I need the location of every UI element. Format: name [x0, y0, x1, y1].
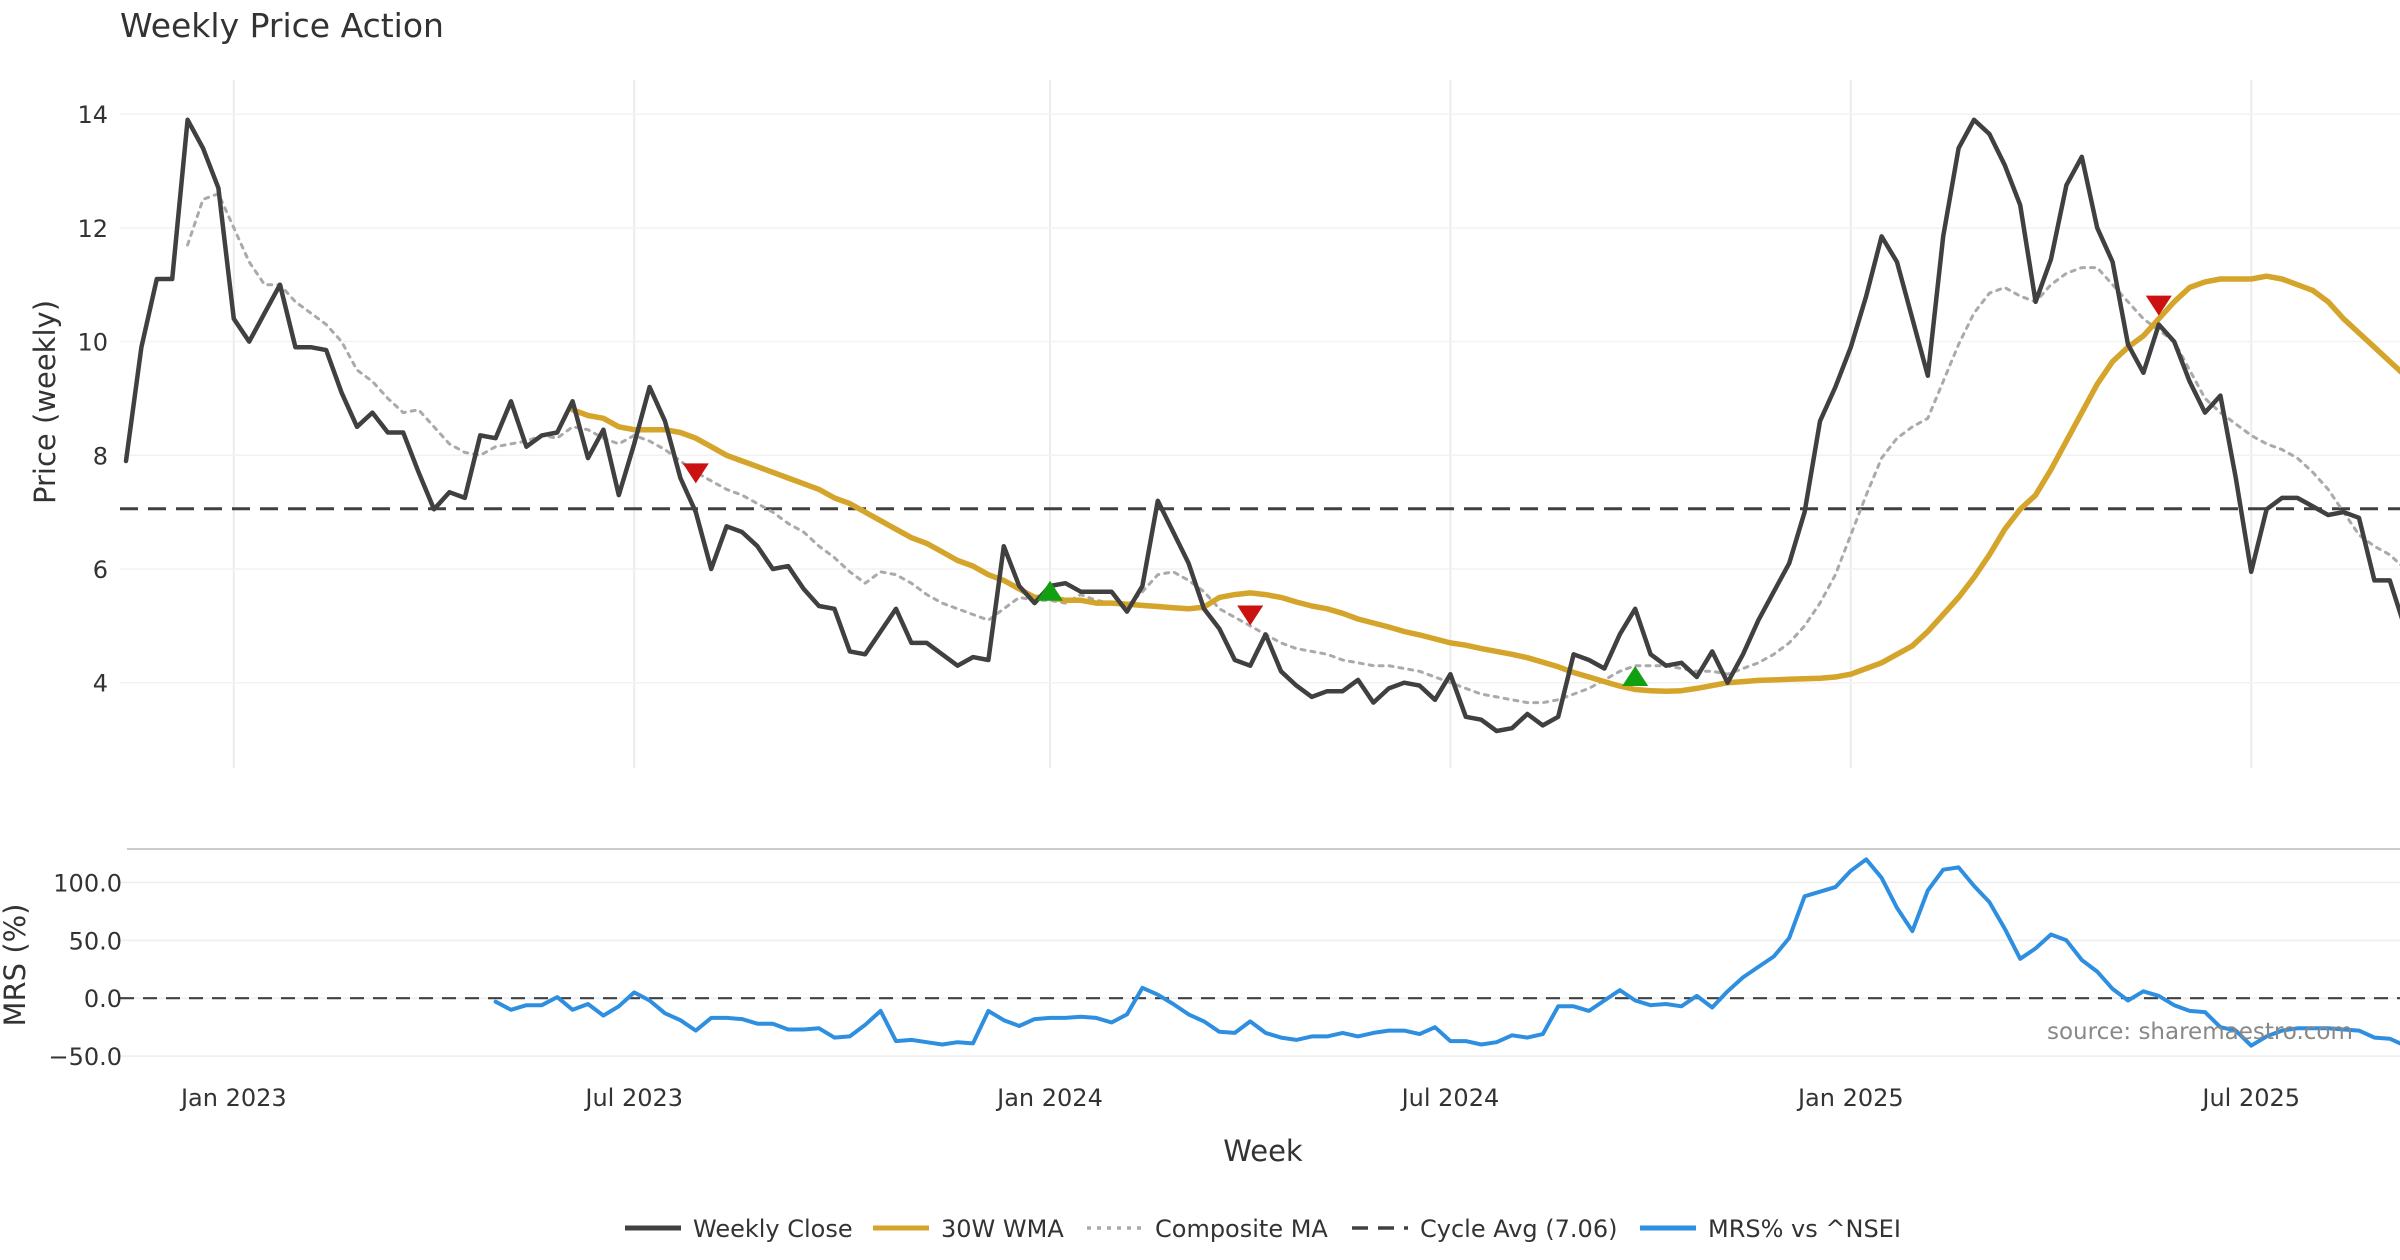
x-tick-label: Jan 2024: [995, 1084, 1103, 1112]
series-lines: [123, 117, 2400, 1048]
source-note: source: sharemaestro.com: [2047, 1019, 2353, 1045]
price-y-tick-label: 12: [77, 215, 108, 243]
reference-lines: [120, 507, 2400, 1000]
price-y-tick-label: 10: [77, 329, 108, 357]
mrs-axis-label: MRS (%): [0, 904, 32, 1027]
x-tick-labels: Jan 2023 Jul 2023 Jan 2024 Jul 2024 Jan 2025…: [179, 1084, 2300, 1112]
signal-markers: [682, 295, 2172, 687]
price-axis-label: Price (weekly): [28, 300, 62, 504]
sell-signal-marker: [682, 463, 709, 484]
chart-title: Weekly Price Action: [120, 6, 444, 45]
x-tick-label: Jan 2025: [1796, 1084, 1904, 1112]
mrs-y-tick-label: −50.0: [48, 1043, 122, 1071]
legend-label: Cycle Avg (7.06): [1420, 1215, 1617, 1243]
legend-label: Weekly Close: [693, 1215, 853, 1243]
wma-30w-line: [569, 273, 2400, 694]
x-tick-label: Jul 2023: [583, 1084, 683, 1112]
composite-ma-line: [186, 192, 2400, 705]
legend-label: Composite MA: [1155, 1215, 1328, 1243]
legend: Weekly Close 30W WMA Composite MA Cycle Avg…: [625, 1215, 1901, 1243]
price-y-tick-label: 4: [93, 670, 108, 698]
mrs-line: [493, 857, 2400, 1048]
price-y-tick-label: 14: [77, 101, 108, 129]
x-axis-label: Week: [1223, 1134, 1303, 1168]
price-y-tick-label: 8: [93, 442, 108, 470]
legend-label: MRS% vs ^NSEI: [1708, 1215, 1901, 1243]
legend-label: 30W WMA: [941, 1215, 1064, 1243]
mrs-y-tick-label: 50.0: [69, 927, 122, 955]
buy-signal-marker: [1622, 666, 1649, 687]
buy-signal-marker: [1037, 580, 1063, 601]
y-gridlines: [120, 113, 2400, 1057]
mrs-y-tick-label: 100.0: [53, 869, 122, 897]
price-y-tick-label: 6: [93, 556, 108, 584]
x-tick-label: Jan 2023: [179, 1084, 287, 1112]
sell-signal-marker: [2145, 295, 2172, 316]
mrs-y-tick-label: 0.0: [84, 985, 122, 1013]
y-tick-labels: 4 6 8 10 12 14 100.0 50.0 0.0 −50.0: [48, 101, 122, 1071]
x-tick-label: Jul 2024: [1400, 1084, 1500, 1112]
x-tick-label: Jul 2025: [2200, 1084, 2300, 1112]
sell-signal-marker: [1237, 605, 1264, 626]
weekly-close-line: [123, 117, 2400, 734]
x-gridlines: [232, 80, 2253, 768]
